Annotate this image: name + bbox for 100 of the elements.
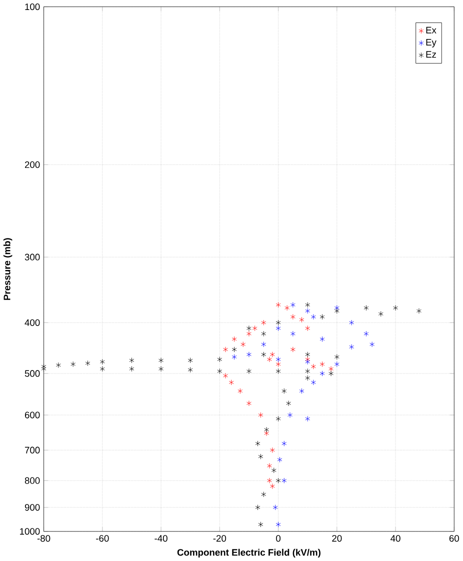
point (299, 388, 304, 394)
legend-label: Ez (426, 51, 436, 58)
point (378, 311, 384, 317)
point (246, 325, 252, 332)
point (272, 504, 278, 510)
point (255, 504, 260, 510)
point (188, 367, 193, 373)
legend-label: Ey (426, 39, 437, 48)
point (276, 356, 281, 362)
point (232, 346, 237, 352)
x-tick-label: -40 (154, 535, 168, 542)
x-tick-label: -20 (213, 535, 226, 542)
point (334, 361, 340, 367)
point (100, 358, 105, 365)
point (320, 361, 325, 367)
y-tick-label: 700 (25, 446, 40, 454)
point (217, 356, 222, 362)
point (334, 308, 340, 314)
point (282, 388, 287, 394)
point (290, 346, 296, 352)
point (393, 305, 398, 311)
point (258, 412, 264, 418)
point (311, 380, 316, 386)
point (223, 372, 228, 379)
y-axis-title: Pressure (mb) (4, 238, 12, 300)
point (305, 308, 310, 314)
point (267, 463, 272, 469)
point (334, 305, 340, 311)
point (70, 361, 76, 367)
point (158, 366, 164, 372)
point (85, 360, 90, 366)
x-tick-label: -80 (38, 535, 50, 542)
point (305, 325, 310, 332)
point (370, 342, 375, 348)
y-tick-label: 400 (24, 319, 40, 326)
point (349, 344, 354, 350)
point (232, 336, 237, 342)
point (328, 370, 334, 376)
point (288, 412, 293, 418)
y-tick-label: 800 (25, 477, 40, 484)
y-tick-label: 200 (25, 161, 40, 168)
point (276, 325, 281, 332)
point (299, 316, 304, 323)
point (305, 356, 310, 362)
y-tick-label: 300 (24, 254, 40, 260)
point (246, 330, 252, 337)
point (270, 447, 275, 453)
point (272, 468, 276, 474)
point (282, 440, 287, 446)
point (276, 522, 281, 528)
x-tick-label: 60 (450, 535, 460, 542)
point (416, 308, 422, 314)
point (261, 330, 266, 337)
point (270, 352, 275, 358)
point (158, 358, 164, 364)
point (305, 352, 310, 358)
point (129, 366, 134, 372)
point (246, 368, 252, 374)
point (276, 361, 281, 367)
point (276, 320, 281, 326)
point (334, 354, 340, 360)
point (286, 400, 292, 406)
point (305, 416, 310, 422)
point (305, 375, 310, 381)
point (258, 454, 264, 460)
point (305, 368, 310, 374)
point (100, 366, 105, 372)
point (282, 478, 287, 484)
point (261, 320, 266, 326)
point (311, 314, 316, 320)
x-tick-label: -60 (96, 535, 109, 542)
x-tick-label: 20 (332, 535, 342, 542)
point (305, 358, 310, 365)
point (261, 352, 266, 358)
point (252, 325, 258, 332)
point (311, 364, 316, 370)
point (188, 358, 193, 364)
x-axis-title: Component Electric Field (kV/m) (177, 548, 321, 558)
point (364, 330, 369, 337)
y-tick-label: 1000 (20, 528, 40, 535)
point (246, 352, 252, 358)
point (261, 492, 266, 498)
point (267, 356, 272, 362)
point (238, 388, 243, 394)
point (261, 342, 266, 348)
y-tick-label: 500 (24, 370, 40, 377)
point (264, 430, 270, 436)
point (56, 362, 61, 368)
point (223, 346, 228, 352)
point (305, 302, 310, 308)
point (320, 314, 325, 320)
point (276, 368, 281, 374)
point (229, 380, 234, 386)
y-tick-label: 600 (25, 412, 40, 418)
legend-label: Ex (426, 26, 436, 34)
point (276, 416, 281, 422)
point (284, 305, 290, 311)
point (320, 336, 325, 342)
point (290, 302, 296, 308)
y-tick-label: 900 (25, 504, 40, 511)
